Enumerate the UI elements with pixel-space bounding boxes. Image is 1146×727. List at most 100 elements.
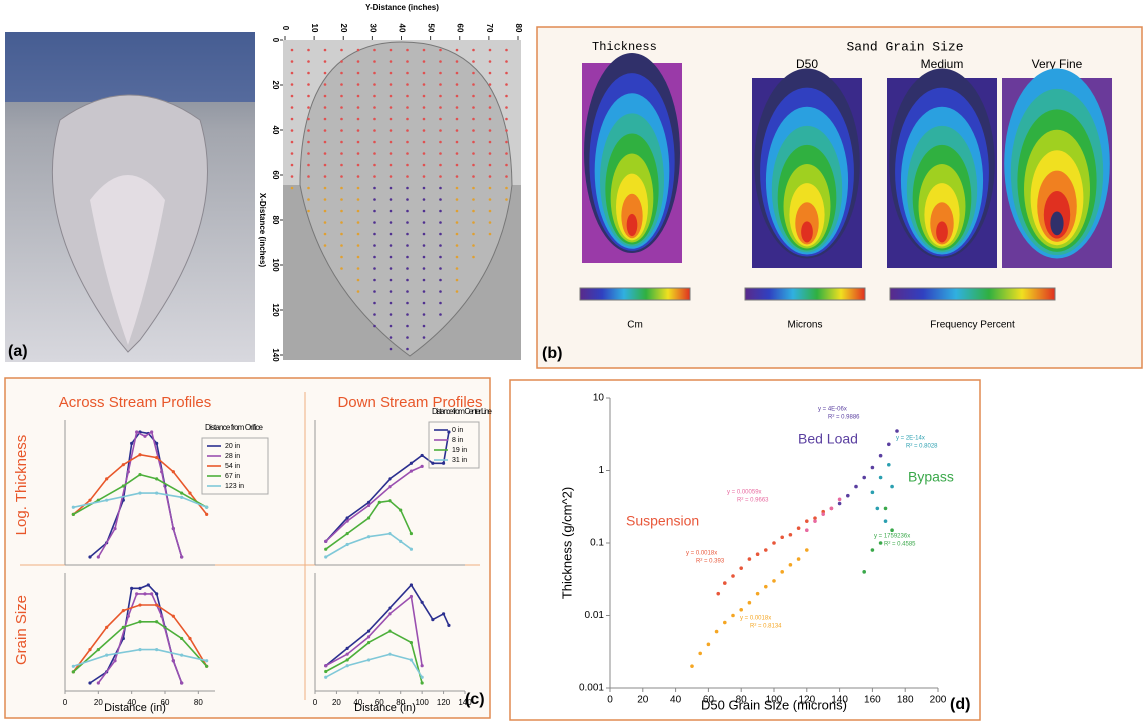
point	[366, 535, 371, 539]
dot	[439, 152, 442, 155]
profile-line	[73, 492, 207, 509]
dot	[323, 83, 327, 86]
dot	[356, 209, 360, 213]
legend-title: Distance from Orifice	[205, 423, 264, 432]
x-tick-label: 100	[766, 695, 783, 706]
dot	[356, 83, 360, 86]
equation: y = 0.0018x	[686, 551, 717, 557]
dot	[389, 198, 393, 201]
x-tick-label: 40	[670, 695, 682, 706]
x-tick-label: 20	[339, 24, 348, 33]
x-tick-label: 30	[368, 24, 377, 33]
point	[88, 647, 92, 652]
y-tick-label: 0	[271, 38, 280, 43]
dot	[373, 60, 376, 63]
dot	[373, 117, 376, 121]
dot	[439, 60, 442, 63]
dot	[340, 140, 343, 144]
point	[388, 477, 392, 481]
dot	[389, 106, 393, 109]
colorbar	[889, 287, 1056, 301]
y-tick-label: 1	[598, 465, 604, 476]
point	[431, 617, 435, 622]
point	[138, 473, 142, 477]
point	[409, 583, 414, 587]
dot	[389, 152, 393, 155]
dot	[373, 313, 376, 316]
dot	[439, 140, 442, 144]
profile-line	[325, 630, 423, 684]
dot	[323, 48, 327, 52]
point	[747, 600, 752, 605]
dot	[422, 83, 426, 86]
x-tick-label: 50	[427, 24, 436, 33]
point	[366, 658, 371, 662]
text: Microns	[787, 320, 822, 331]
dot	[323, 94, 327, 98]
colorbar	[744, 287, 866, 301]
cluster-label: Bed Load	[798, 431, 858, 447]
y-tick-label: 80	[271, 216, 280, 225]
dot	[307, 117, 310, 121]
dot	[389, 48, 393, 52]
point	[366, 503, 371, 508]
dot	[439, 255, 442, 259]
x-tick-label: 100	[415, 698, 429, 707]
dot	[439, 290, 442, 293]
dot	[422, 71, 426, 75]
text: Across Stream Profiles	[59, 394, 212, 411]
point	[324, 547, 328, 551]
dot	[422, 221, 426, 224]
dot	[472, 140, 475, 144]
y-tick-label: 140	[271, 348, 280, 362]
dot	[373, 152, 376, 155]
dot	[406, 313, 409, 316]
dot	[455, 290, 459, 293]
dot	[472, 186, 475, 190]
dot	[472, 198, 475, 201]
x-tick-label: 10	[310, 24, 319, 33]
point	[171, 526, 175, 531]
dot	[340, 94, 343, 98]
x-tick-label: 200	[930, 695, 947, 706]
row-title: Log. Thickness	[13, 435, 30, 536]
point	[420, 675, 424, 679]
dot	[290, 163, 294, 167]
dot	[340, 71, 343, 75]
dot	[373, 290, 376, 293]
dot	[505, 163, 508, 167]
x-tick-label: 60	[456, 24, 465, 33]
dot	[472, 71, 475, 75]
text: (d)	[950, 696, 970, 713]
point	[431, 461, 435, 465]
dot	[340, 175, 343, 178]
dot	[488, 198, 492, 201]
point	[731, 613, 735, 618]
dot	[422, 117, 426, 121]
point	[138, 453, 142, 457]
legend-title: Distance from Center Line	[432, 407, 493, 416]
x-tick-label: 160	[864, 695, 881, 706]
dot	[505, 117, 508, 121]
dot	[439, 267, 442, 270]
point	[324, 669, 328, 674]
dot	[488, 152, 492, 155]
dot	[439, 106, 442, 109]
dot	[406, 60, 409, 63]
dot	[373, 140, 376, 144]
dot	[356, 267, 360, 270]
profile-line	[325, 595, 423, 667]
x-tick-label: 20	[332, 698, 341, 707]
legend-box	[201, 437, 269, 495]
point	[747, 557, 752, 561]
dot	[439, 186, 442, 190]
dot	[340, 221, 343, 224]
x-tick-label: 40	[127, 698, 136, 707]
dot	[472, 48, 475, 52]
grid-photo	[283, 40, 521, 360]
point	[96, 555, 100, 559]
x-tick-label: 0	[313, 698, 318, 707]
dot	[439, 232, 442, 236]
dot	[323, 244, 327, 247]
dot	[389, 209, 393, 213]
